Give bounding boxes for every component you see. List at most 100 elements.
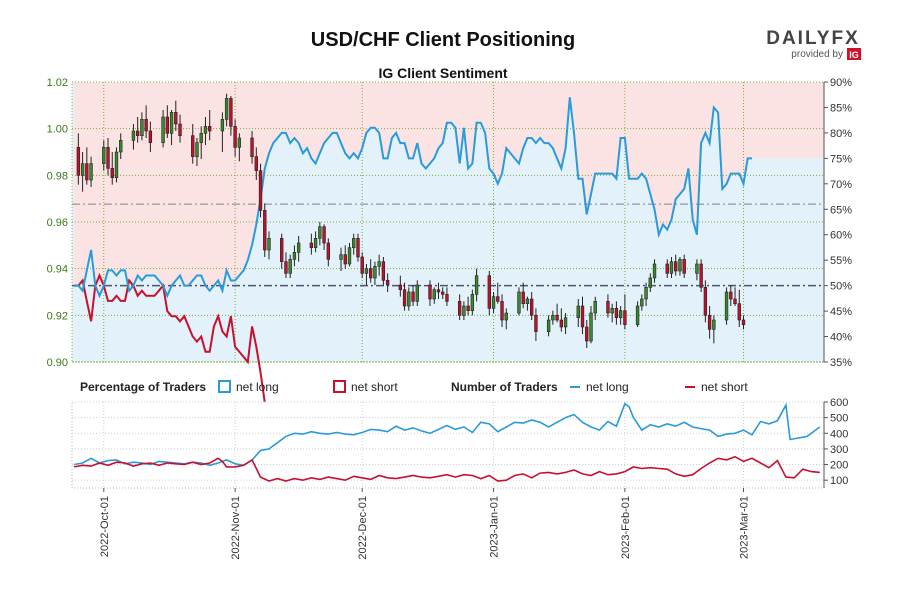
candle-body — [178, 123, 182, 136]
candle-body — [546, 319, 551, 332]
date-tick-label: 2022-Nov-01 — [230, 496, 242, 560]
pct-tick-label: 60% — [830, 230, 852, 242]
candle — [712, 315, 716, 344]
candle-body — [237, 137, 242, 148]
date-tick-label: 2022-Dec-01 — [357, 496, 369, 560]
candle-body — [665, 263, 669, 274]
net-short-count-line — [73, 455, 820, 482]
chart-subtitle: IG Client Sentiment — [378, 65, 507, 81]
candle — [699, 259, 703, 292]
candle — [280, 233, 284, 269]
candle — [462, 301, 466, 320]
candle — [165, 105, 170, 138]
candle — [296, 236, 301, 262]
legend-pct-long-swatch — [218, 380, 231, 393]
candle — [546, 315, 551, 337]
candle — [263, 203, 267, 257]
candle-body — [284, 261, 288, 274]
candle — [428, 280, 432, 306]
candle — [415, 280, 419, 306]
candle — [89, 156, 93, 187]
candle — [500, 294, 504, 327]
candle — [309, 233, 314, 255]
candle-body — [678, 259, 682, 272]
price-tick-label: 1.00 — [47, 124, 68, 136]
candle-body — [89, 163, 93, 181]
candle — [707, 306, 712, 339]
date-axis: 2022-Oct-01 2022-Nov-01 2022-Dec-01 2023-Ja… — [99, 488, 751, 560]
candle — [203, 117, 208, 145]
candle-body — [80, 163, 85, 176]
candle-body — [610, 308, 614, 314]
brand-name: DAILYFX — [766, 28, 860, 49]
candle-body — [195, 142, 199, 157]
candle-body — [224, 98, 229, 120]
net-long-pct-line — [74, 97, 752, 299]
candle — [373, 261, 377, 285]
candle-body — [555, 315, 559, 321]
candle — [606, 294, 610, 318]
candle-body — [263, 210, 267, 251]
pct-tick-label: 90% — [830, 77, 852, 89]
candle-body — [559, 319, 564, 328]
candle-body — [415, 284, 419, 302]
candle — [352, 233, 356, 255]
candle-body — [174, 112, 178, 125]
candle-body — [360, 256, 364, 274]
candle — [678, 257, 682, 276]
candle-body — [699, 263, 703, 288]
candle-body — [280, 238, 284, 262]
candle-body — [169, 112, 174, 134]
count-tick-label: 100 — [830, 475, 848, 487]
candle — [407, 287, 411, 311]
candle — [741, 315, 746, 330]
pct-tick-label: 55% — [830, 255, 852, 267]
candle — [237, 133, 242, 162]
candle — [195, 138, 199, 166]
candle — [347, 243, 352, 267]
candle-body — [474, 275, 479, 295]
candle — [436, 282, 441, 299]
date-tick-label: 2023-Jan-01 — [489, 496, 501, 558]
candle-body — [343, 254, 347, 265]
candle — [525, 296, 530, 311]
candle — [85, 147, 89, 185]
candle — [102, 140, 106, 171]
candle — [432, 287, 436, 304]
pct-tick-label: 35% — [830, 357, 852, 369]
candle-body — [398, 284, 403, 290]
candle — [737, 289, 741, 327]
candle — [356, 233, 360, 262]
count-plot: 100 200 300 400 500 600 — [71, 397, 848, 489]
candle-body — [233, 126, 237, 148]
candle — [169, 110, 174, 145]
candle-body — [352, 238, 356, 248]
count-tick-label: 600 — [830, 397, 848, 409]
count-tick-label: 500 — [830, 413, 848, 425]
net-short-pct-line — [74, 272, 283, 440]
candle — [135, 117, 140, 143]
candle — [110, 152, 114, 185]
legend-num-short-label: net short — [701, 380, 748, 394]
candle-body — [496, 296, 500, 302]
legend-pct-long-label: net long — [236, 380, 279, 394]
candle — [618, 306, 623, 325]
candle-body — [525, 298, 530, 304]
candle — [284, 252, 288, 278]
candle-body — [487, 275, 491, 309]
candle — [258, 163, 263, 218]
candle-body — [445, 294, 449, 302]
candle-body — [457, 301, 462, 316]
candle-body — [703, 287, 708, 316]
candle-body — [635, 305, 640, 325]
candle-body — [644, 287, 648, 300]
candle — [695, 259, 699, 281]
pct-tick-label: 70% — [830, 179, 852, 191]
candle-body — [309, 242, 314, 248]
pct-tick-label: 45% — [830, 306, 852, 318]
candle — [669, 257, 674, 278]
candle-body — [682, 259, 686, 274]
candle-body — [339, 254, 343, 260]
